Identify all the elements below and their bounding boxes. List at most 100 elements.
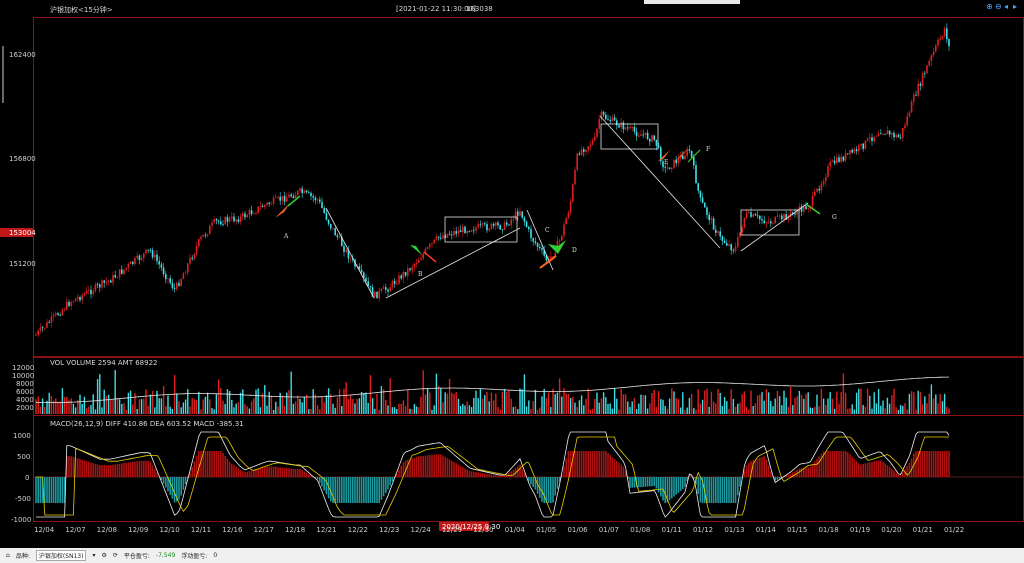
macd-bar bbox=[299, 468, 301, 477]
candle-body bbox=[913, 94, 915, 102]
volume-bar bbox=[811, 408, 814, 414]
volume-bar bbox=[180, 407, 182, 414]
candle-body bbox=[151, 250, 154, 258]
candle-body bbox=[132, 261, 134, 264]
candle-body bbox=[376, 291, 378, 299]
volume-bar bbox=[550, 406, 552, 414]
candle-body bbox=[495, 222, 497, 226]
volume-bar bbox=[308, 409, 310, 414]
macd-bar bbox=[910, 458, 913, 477]
arrow-markers bbox=[275, 148, 821, 269]
toolbar-box[interactable] bbox=[644, 0, 740, 4]
volume-bar bbox=[321, 396, 323, 414]
macd-bar bbox=[127, 462, 130, 477]
kline-chart[interactable]: A B C D E F G bbox=[0, 0, 1024, 548]
macd-bar bbox=[253, 469, 255, 477]
candle-body bbox=[638, 135, 640, 137]
macd-bar bbox=[563, 466, 565, 477]
macd-bar bbox=[937, 451, 939, 477]
macd-bar bbox=[233, 465, 235, 477]
volume-bar bbox=[855, 392, 858, 414]
candle-body bbox=[899, 137, 902, 139]
macd-bar bbox=[767, 465, 770, 477]
candle-body bbox=[74, 298, 77, 302]
volume-bar bbox=[264, 385, 266, 414]
volume-bar bbox=[404, 406, 407, 414]
volume-bar bbox=[732, 398, 735, 414]
candle-body bbox=[521, 211, 523, 218]
volume-bar bbox=[292, 403, 295, 414]
macd-bar bbox=[112, 464, 114, 477]
candle-body bbox=[591, 140, 594, 145]
candle-body bbox=[261, 206, 264, 208]
candle-body bbox=[646, 132, 649, 140]
candle-body bbox=[528, 227, 530, 230]
volume-bar bbox=[396, 409, 398, 414]
home-icon[interactable]: ⌂ bbox=[6, 552, 10, 559]
volume-bar bbox=[376, 393, 378, 414]
volume-bar bbox=[688, 397, 691, 414]
volume-bar bbox=[657, 391, 660, 414]
candle-body bbox=[143, 253, 145, 259]
volume-bar bbox=[499, 409, 501, 414]
volume-bar bbox=[415, 406, 418, 414]
candle-body bbox=[118, 269, 121, 278]
date-axis-label: 12/07 bbox=[65, 526, 86, 534]
volume-bar bbox=[638, 403, 640, 414]
zoom-out-icon[interactable]: ⊖ bbox=[995, 2, 1002, 11]
candle-body bbox=[85, 290, 88, 294]
volume-bar bbox=[833, 408, 836, 414]
volume-bar bbox=[814, 406, 816, 414]
volume-bar bbox=[246, 406, 248, 414]
right-arrow-icon[interactable]: ▸ bbox=[1013, 2, 1018, 11]
candle-body bbox=[589, 144, 592, 147]
date-axis-label: 12/18 bbox=[285, 526, 306, 534]
status-bar: ⌂ 品种: 沪银加权(SN13) ▾ ⚙ ⟳ 平仓盈亏: -7,549 浮动盈亏… bbox=[0, 548, 1024, 563]
volume-bar bbox=[116, 398, 119, 414]
macd-bar bbox=[242, 471, 244, 477]
candle-body bbox=[314, 197, 317, 201]
candle-body bbox=[763, 220, 765, 224]
date-axis-label: 12/22 bbox=[347, 526, 368, 534]
candle-body bbox=[437, 236, 440, 238]
dropdown-icon[interactable]: ▾ bbox=[92, 552, 96, 559]
macd-bar bbox=[275, 466, 277, 477]
candle-body bbox=[308, 192, 310, 193]
volume-bar bbox=[189, 406, 191, 414]
volume-bar bbox=[596, 392, 598, 414]
chart-title: 沪银加权<15分钟> bbox=[50, 6, 113, 14]
macd-bar bbox=[224, 455, 226, 477]
candle-body bbox=[149, 249, 152, 251]
left-arrow-icon[interactable]: ◂ bbox=[1004, 2, 1009, 11]
volume-bar bbox=[39, 406, 42, 414]
refresh-icon[interactable]: ⟳ bbox=[112, 552, 118, 559]
candle-body bbox=[613, 117, 616, 121]
candle-body bbox=[88, 289, 90, 291]
macd-bar bbox=[519, 464, 521, 477]
candle-body bbox=[708, 214, 710, 220]
volume-bar bbox=[565, 393, 567, 414]
candle-body bbox=[37, 330, 39, 335]
macd-bar bbox=[888, 466, 891, 477]
contract-selector[interactable]: 沪银加权(SN13) bbox=[35, 550, 87, 561]
zoom-in-icon[interactable]: ⊕ bbox=[986, 2, 993, 11]
date-axis-label: 01/18 bbox=[818, 526, 839, 534]
volume-bar bbox=[475, 390, 477, 414]
cursor-datetime: [2021-01-22 11:30:00] bbox=[396, 5, 476, 13]
volume-bar bbox=[862, 404, 864, 414]
volume-bar bbox=[561, 396, 563, 414]
candle-body bbox=[189, 257, 191, 264]
macd-bar bbox=[554, 477, 556, 496]
volume-bar bbox=[107, 394, 110, 414]
volume-bar bbox=[347, 399, 350, 414]
macd-bar bbox=[530, 477, 532, 485]
volume-bar bbox=[664, 406, 666, 414]
macd-bar bbox=[820, 453, 823, 477]
volume-bar bbox=[816, 394, 818, 414]
volume-bar bbox=[675, 397, 677, 414]
date-axis-label: 12/09 bbox=[128, 526, 149, 534]
macd-bar bbox=[70, 456, 72, 477]
settings-icon[interactable]: ⚙ bbox=[101, 552, 107, 559]
volume-bar bbox=[864, 406, 867, 414]
candle-body bbox=[838, 157, 840, 163]
